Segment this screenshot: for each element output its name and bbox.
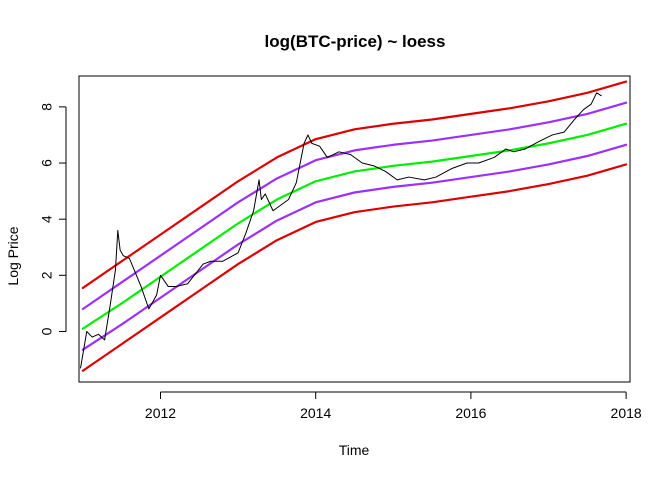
y-tick-label: 6	[39, 159, 55, 167]
y-tick-label: 8	[39, 103, 55, 111]
y-tick-label: 2	[39, 271, 55, 279]
x-axis-label: Time	[339, 442, 370, 458]
band-series-line-3	[81, 122, 628, 330]
plot-area	[80, 80, 628, 372]
band-series-line-4	[81, 143, 628, 351]
y-axis-label: Log Price	[5, 226, 21, 285]
y-tick-label: 0	[39, 327, 55, 335]
plot-box	[78, 75, 631, 383]
x-axis: 2012 2014 2016 2018	[145, 391, 642, 421]
y-tick-label: 4	[39, 215, 55, 223]
x-tick-label: 2016	[455, 405, 486, 421]
band-series-line-2	[81, 101, 628, 311]
x-tick-label: 2014	[300, 405, 331, 421]
chart-title: log(BTC-price) ~ loess	[265, 32, 446, 51]
y-axis: 0 2 4 6 8	[39, 103, 67, 335]
x-tick-label: 2018	[611, 405, 642, 421]
band-series-line-1	[81, 80, 628, 290]
band-series-line-5	[81, 163, 628, 372]
x-tick-label: 2012	[145, 405, 176, 421]
price-series-line	[80, 92, 602, 369]
